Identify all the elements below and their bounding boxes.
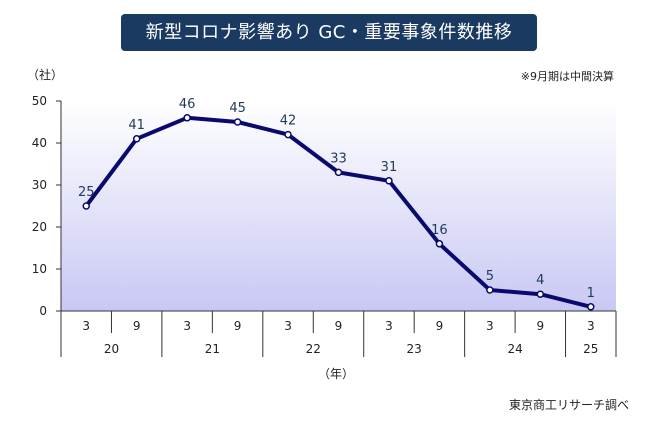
x-month-label: 3 xyxy=(486,319,494,333)
x-month-label: 3 xyxy=(183,319,191,333)
data-point xyxy=(132,135,141,143)
x-axis-label: （年） xyxy=(318,367,354,381)
data-label: 42 xyxy=(280,114,297,129)
x-month-label: 9 xyxy=(335,319,343,333)
x-month-label: 3 xyxy=(587,319,595,333)
x-month-label: 3 xyxy=(385,319,393,333)
data-point xyxy=(587,303,595,311)
data-point xyxy=(82,202,90,210)
x-year-label: 21 xyxy=(205,342,220,356)
data-label: 16 xyxy=(431,223,448,238)
chart-title: 新型コロナ影響あり GC・重要事象件数推移 xyxy=(121,14,537,51)
data-label: 41 xyxy=(128,118,145,133)
y-tick-label: 0 xyxy=(39,304,47,318)
data-label: 45 xyxy=(229,101,246,116)
plot-area xyxy=(61,101,616,311)
source-credit: 東京商工リサーチ調べ xyxy=(508,398,629,412)
y-tick-label: 10 xyxy=(32,262,47,276)
x-month-label: 3 xyxy=(82,319,90,333)
data-point xyxy=(536,290,545,298)
x-month-label: 9 xyxy=(436,319,444,333)
x-month-label: 9 xyxy=(133,319,141,333)
x-month-label: 3 xyxy=(284,319,292,333)
data-label: 31 xyxy=(381,160,398,175)
y-tick-label: 40 xyxy=(32,136,47,150)
data-label: 1 xyxy=(587,286,595,301)
data-point xyxy=(183,114,191,122)
x-year-label: 23 xyxy=(407,342,422,356)
data-label: 33 xyxy=(330,151,347,166)
data-label: 4 xyxy=(536,273,544,288)
x-year-label: 20 xyxy=(104,342,119,356)
x-year-label: 22 xyxy=(306,342,321,356)
y-tick-label: 30 xyxy=(32,178,47,192)
x-month-label: 9 xyxy=(536,319,544,333)
data-label: 5 xyxy=(486,269,494,284)
x-year-label: 25 xyxy=(583,342,598,356)
y-tick-label: 20 xyxy=(32,220,47,234)
data-point xyxy=(334,168,343,177)
data-point xyxy=(233,118,242,126)
x-year-label: 24 xyxy=(507,342,522,356)
data-label: 25 xyxy=(78,185,95,200)
data-label: 46 xyxy=(179,97,196,112)
data-point xyxy=(385,177,393,185)
data-point xyxy=(284,130,292,139)
y-axis-unit-label: （社） xyxy=(27,68,64,82)
x-month-label: 9 xyxy=(234,319,242,333)
data-point xyxy=(435,240,444,248)
data-point xyxy=(486,286,494,294)
chart-note: ※9月期は中間決算 xyxy=(520,70,614,83)
y-tick-label: 50 xyxy=(32,94,47,108)
